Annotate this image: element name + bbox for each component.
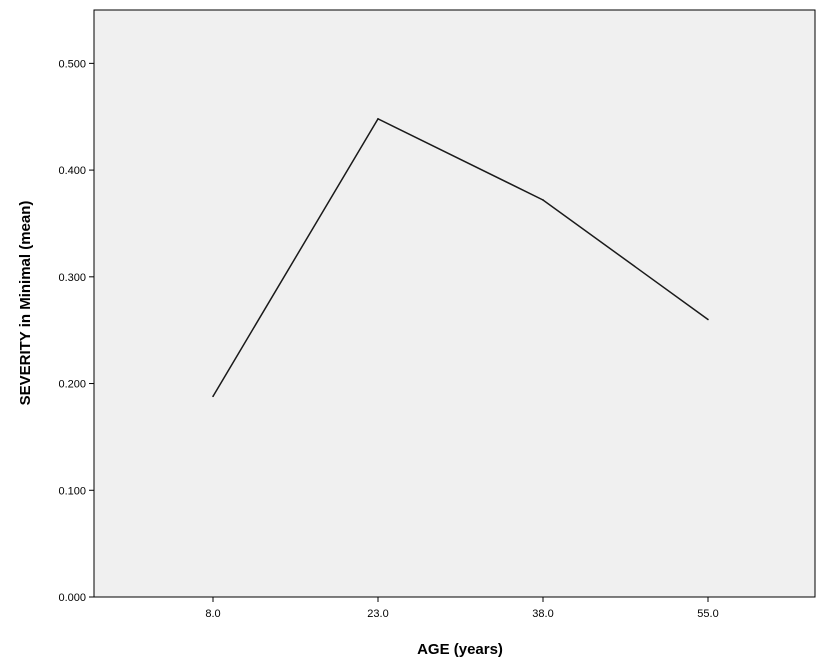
y-tick-label: 0.300 <box>58 272 86 284</box>
y-axis-title: SEVERITY in Minimal (mean) <box>17 201 34 406</box>
data-point-55-0 <box>707 318 709 321</box>
data-point-23-0 <box>377 118 379 120</box>
x-tick-label: 55.0 <box>697 608 718 620</box>
series-line <box>212 117 709 397</box>
plot-area <box>93 9 816 598</box>
data-points <box>212 118 709 398</box>
x-tick-label: 38.0 <box>532 608 553 620</box>
y-axis-ticks: 0.000 0.100 0.200 0.300 0.400 0.500 <box>58 58 94 604</box>
x-tick-label: 8.0 <box>205 608 220 620</box>
data-point-8-0 <box>212 395 214 398</box>
y-tick-label: 0.400 <box>58 165 86 177</box>
x-axis-ticks: 8.0 23.0 38.0 55.0 <box>205 597 719 620</box>
data-point-38-0 <box>542 199 544 201</box>
y-tick-label: 0.500 <box>58 58 86 70</box>
y-tick-label: 0.000 <box>58 592 86 604</box>
y-tick-label: 0.200 <box>58 379 86 391</box>
x-tick-label: 23.0 <box>367 608 388 620</box>
x-axis-title: AGE (years) <box>417 641 503 658</box>
y-tick-label: 0.100 <box>58 485 86 497</box>
